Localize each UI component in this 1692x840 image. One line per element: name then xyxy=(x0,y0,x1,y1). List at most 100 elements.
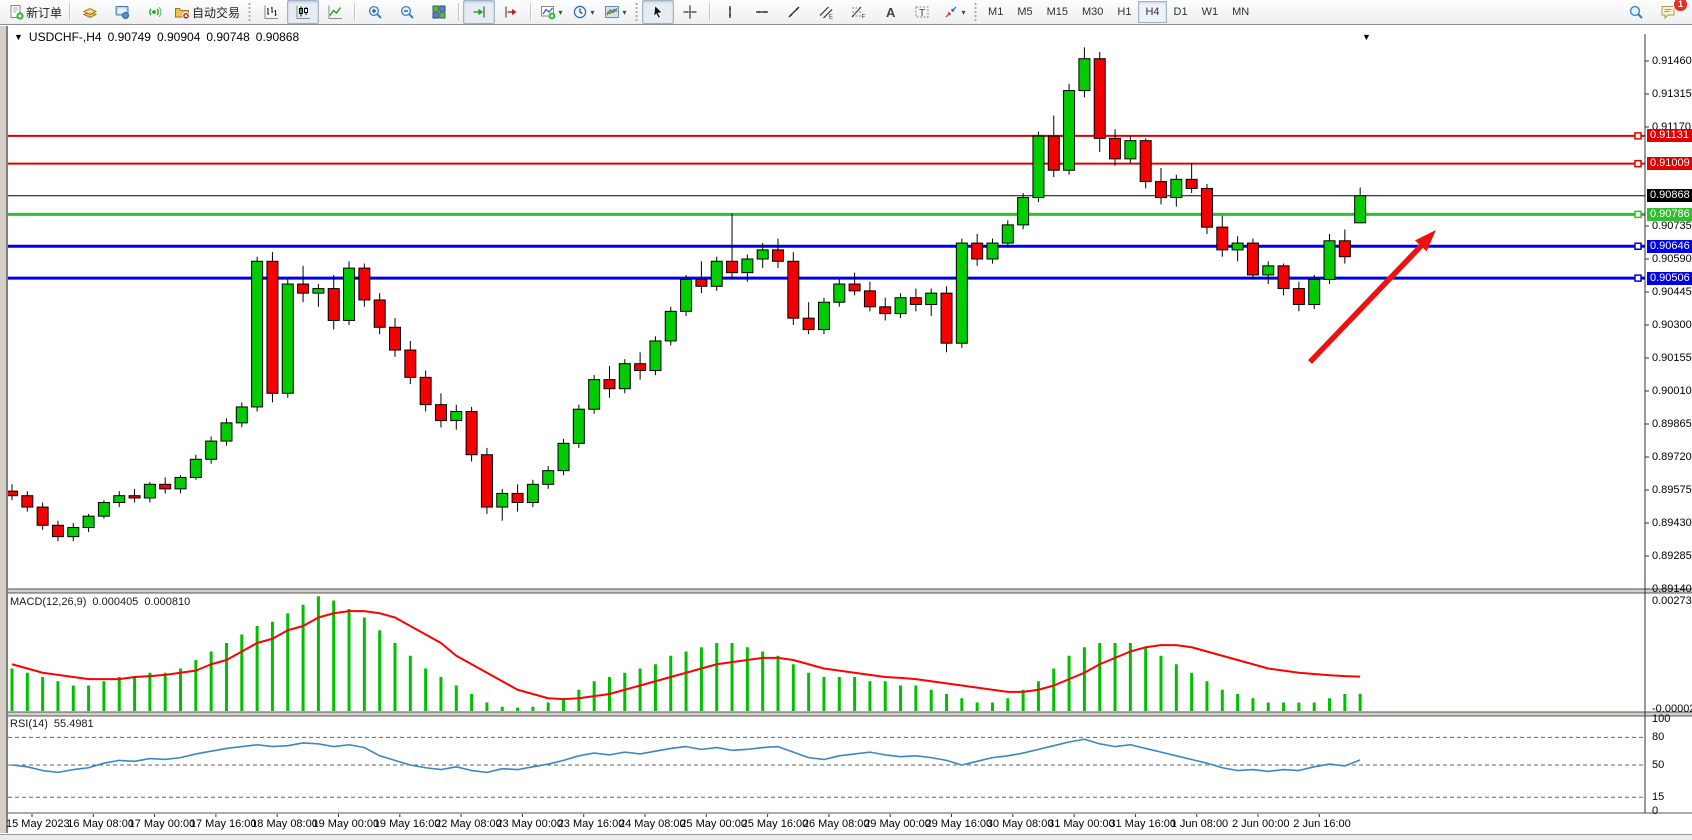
candle xyxy=(21,495,34,508)
time-axis-label: 25 May 16:00 xyxy=(741,818,809,830)
chevron-down-icon[interactable]: ▾ xyxy=(590,7,595,17)
search-button[interactable] xyxy=(1620,0,1652,24)
chart-canvas[interactable] xyxy=(0,26,1692,833)
candle xyxy=(1017,197,1030,226)
candle xyxy=(1262,265,1275,276)
navigator-button[interactable] xyxy=(106,0,138,24)
market-watch-button[interactable] xyxy=(74,0,106,24)
channel-button[interactable]: E xyxy=(810,0,842,24)
fibonacci-icon: F xyxy=(850,4,866,21)
svg-text:F: F xyxy=(862,15,866,21)
toolbar-drag-handle[interactable] xyxy=(973,2,979,22)
chart-shift-marker-icon[interactable]: ▼ xyxy=(1362,32,1371,42)
new-order-button[interactable]: 新订单 xyxy=(4,0,66,24)
timeframe-button-m5[interactable]: M5 xyxy=(1017,6,1033,18)
macd-label-row: MACD(12,26,9) 0.000405 0.000810 xyxy=(10,596,190,608)
clock-icon xyxy=(572,4,588,20)
timeframe-button-w1[interactable]: W1 xyxy=(1201,6,1219,18)
tile-windows-button[interactable] xyxy=(423,0,455,24)
zoom-out-button[interactable] xyxy=(391,0,423,24)
candle xyxy=(327,288,340,321)
timeframe-button-m30[interactable]: M30 xyxy=(1082,6,1104,18)
price-badge-0.90868: 0.90868 xyxy=(1647,189,1692,203)
trend-arrow-head[interactable] xyxy=(1415,230,1436,252)
ohlc-open: 0.90749 xyxy=(107,30,151,44)
hline-handle[interactable] xyxy=(1634,159,1642,168)
time-axis-label: 17 May 16:00 xyxy=(189,818,257,830)
time-axis-label: 23 May 00:00 xyxy=(496,818,564,830)
cursor-button[interactable] xyxy=(642,0,675,24)
svg-text:E: E xyxy=(829,15,833,21)
hline-handle[interactable] xyxy=(1634,132,1642,140)
panel-splitter[interactable] xyxy=(0,589,1692,593)
crosshair-button[interactable] xyxy=(674,0,706,24)
hline-handle[interactable] xyxy=(1634,242,1642,251)
time-axis[interactable]: 15 May 2023 16 May 08:00 17 May 00:00 17 Ma… xyxy=(0,814,1692,833)
timeframe-button-m1[interactable]: M1 xyxy=(988,6,1004,18)
toolbar-drag-handle[interactable] xyxy=(634,2,640,22)
auto-trading-button[interactable]: 自动交易 xyxy=(170,0,244,24)
candle xyxy=(36,506,49,526)
fibonacci-button[interactable]: F xyxy=(842,0,874,24)
time-axis-label: 23 May 16:00 xyxy=(557,818,625,830)
timeframe-button-h1[interactable]: H1 xyxy=(1117,6,1132,18)
zoom-in-button[interactable] xyxy=(359,0,391,24)
candle xyxy=(82,515,95,529)
chevron-down-icon[interactable]: ▾ xyxy=(961,7,966,17)
chart-shift-icon xyxy=(503,4,519,20)
horizontal-line-button[interactable] xyxy=(746,0,778,24)
chevron-down-icon[interactable]: ▾ xyxy=(558,7,563,17)
trend-arrow-shaft[interactable] xyxy=(1308,244,1423,364)
chevron-down-icon[interactable]: ▾ xyxy=(622,7,627,17)
arrows-button[interactable]: ▾ xyxy=(938,0,970,24)
svg-text:T: T xyxy=(919,8,925,19)
chart-menu-triangle-icon[interactable]: ▼ xyxy=(14,32,23,42)
rsi-axis-label: 80 xyxy=(1652,731,1665,744)
trendline-button[interactable] xyxy=(778,0,810,24)
candle xyxy=(358,267,371,301)
panel-splitter[interactable] xyxy=(0,712,1692,716)
candle xyxy=(664,310,677,342)
candle xyxy=(557,442,570,472)
chart-line-icon xyxy=(327,4,343,20)
auto-scroll-button[interactable] xyxy=(463,0,496,24)
candle xyxy=(1354,195,1367,224)
timeframe-button-mn[interactable]: MN xyxy=(1232,6,1250,18)
bar-chart-button[interactable] xyxy=(255,0,287,24)
rsi-line xyxy=(11,738,1361,774)
rsi-axis-label: 15 xyxy=(1652,791,1665,804)
candle xyxy=(143,483,156,499)
candlestick-chart-button[interactable] xyxy=(287,0,320,24)
toolbar-separator xyxy=(458,3,461,21)
timeframe-button-h4[interactable]: H4 xyxy=(1138,1,1167,23)
candle xyxy=(971,242,984,260)
time-axis-label: 19 May 16:00 xyxy=(373,818,441,830)
time-axis-label: 25 May 00:00 xyxy=(680,818,747,830)
hline-handle[interactable] xyxy=(1634,210,1642,219)
chart-title-row: ▼ USDCHF-,H4 0.90749 0.90904 0.90748 0.9… xyxy=(14,30,299,44)
price-badge-0.90786: 0.90786 xyxy=(1647,207,1692,221)
cursor-icon xyxy=(650,4,666,20)
candle xyxy=(955,242,968,344)
notifications-button[interactable]: 1 xyxy=(1652,0,1688,24)
periods-button[interactable]: ▾ xyxy=(567,0,599,24)
time-axis-label: 31 May 00:00 xyxy=(1048,818,1115,830)
vertical-line-button[interactable] xyxy=(714,0,746,24)
candle xyxy=(312,288,325,294)
candle xyxy=(1200,187,1213,228)
hline-handle[interactable] xyxy=(1634,274,1642,282)
candle xyxy=(51,524,64,538)
line-chart-button[interactable] xyxy=(319,0,351,24)
chart-shift-button[interactable] xyxy=(495,0,527,24)
ohlc-low: 0.90748 xyxy=(206,30,250,44)
indicators-button[interactable]: ▾ xyxy=(535,0,567,24)
text-button[interactable]: A xyxy=(874,0,906,24)
signal-button[interactable] xyxy=(138,0,170,24)
timeframe-button-d1[interactable]: D1 xyxy=(1173,6,1188,18)
timeframe-button-m15[interactable]: M15 xyxy=(1046,6,1068,18)
templates-button[interactable]: ▾ xyxy=(599,0,631,24)
time-axis-label: 17 May 00:00 xyxy=(128,818,196,830)
price-tick-label: 0.89430 xyxy=(1652,517,1692,529)
text-label-button[interactable]: T xyxy=(906,0,938,24)
toolbar-drag-handle[interactable] xyxy=(247,2,253,22)
